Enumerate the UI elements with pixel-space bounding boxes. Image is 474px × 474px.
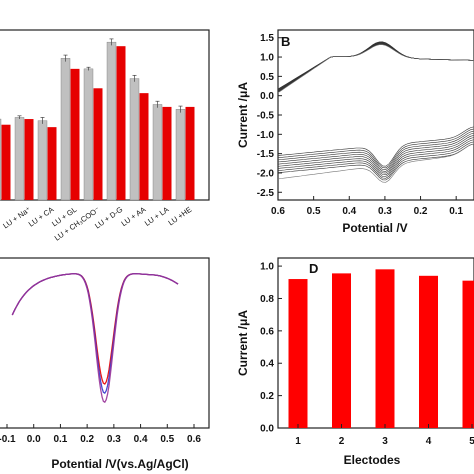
bar-a-0-1	[1, 124, 11, 200]
tick-label-d-x-4: 5	[469, 436, 474, 447]
bar-a-8-0	[175, 109, 186, 201]
tick-label-b-y-1: 1.0	[260, 53, 274, 64]
panel-b-ylabel: Current /μA	[236, 82, 250, 148]
bar-a-7-1	[162, 106, 172, 200]
category-label-a-6: LU + AA	[119, 205, 147, 228]
panel-d: D 0.0 0.2 0.4 0.6 0.8 1.0 1 2 3 4 5 Current /μA E…	[236, 257, 474, 467]
tick-label-c-x-1: 0.0	[27, 434, 41, 445]
cv-cycle-8	[277, 44, 474, 181]
tick-label-c-x-4: 0.3	[107, 434, 121, 445]
cv-cycle-4	[277, 42, 474, 174]
tick-label-b-y-3: 0.0	[260, 91, 274, 102]
tick-label-b-y-2: 0.5	[260, 72, 274, 83]
category-label-a-7: LU + LA	[143, 205, 171, 228]
bar-a-2-1	[47, 127, 57, 200]
bar-d-0	[288, 279, 308, 428]
bar-a-8-1	[185, 106, 195, 200]
category-label-a-2: LU + CA	[27, 205, 56, 229]
bar-a-7-0	[152, 104, 163, 201]
bar-d-3	[419, 275, 438, 428]
tick-label-d-y-0: 0.0	[260, 424, 274, 435]
panel-d-xlabel: Electodes	[344, 453, 401, 467]
tick-label-b-x-2: 0.4	[342, 206, 356, 217]
tick-label-c-x-0: -0.1	[0, 434, 16, 445]
tick-label-d-y-4: 0.8	[260, 294, 274, 305]
tick-label-b-x-1: 0.5	[307, 206, 321, 217]
panel-c-xlabel: Potential /V(vs.Ag/AgCl)	[51, 457, 188, 471]
tick-label-b-y-6: -1.5	[257, 149, 275, 160]
tick-label-b-x-5: 0.1	[449, 206, 463, 217]
panel-c: -0.1 0.0 0.1 0.2 0.3 0.4 0.5 0.6 Potential /V(v…	[0, 257, 210, 471]
tick-label-b-x-0: 0.6	[271, 206, 285, 217]
cv-cycle-2	[277, 42, 474, 170]
bar-a-0-0	[0, 118, 2, 201]
category-label-a-8: LU +HE	[166, 205, 193, 228]
bar-a-1-0	[14, 117, 25, 201]
tick-label-b-y-7: -2.0	[257, 168, 275, 179]
panel-b-xlabel: Potential /V	[342, 221, 407, 235]
tick-label-b-y-0: 1.5	[260, 33, 274, 44]
tick-label-b-x-4: 0.2	[414, 206, 428, 217]
bar-a-1-1	[24, 119, 34, 200]
panel-d-label: D	[309, 261, 318, 276]
tick-label-d-y-5: 1.0	[260, 262, 274, 273]
cv-cycle-7	[277, 43, 474, 179]
tick-label-d-y-3: 0.6	[260, 326, 274, 337]
panel-b-frame	[277, 29, 474, 201]
tick-label-c-x-3: 0.2	[80, 434, 94, 445]
cv-cycle-1	[277, 41, 474, 169]
bar-a-3-1	[70, 68, 80, 200]
dpv-curve-1	[11, 273, 179, 394]
bar-a-4-1	[93, 88, 103, 200]
panel-c-frame	[0, 257, 210, 429]
tick-label-c-x-5: 0.4	[134, 434, 148, 445]
bar-d-4	[462, 280, 474, 428]
tick-label-d-x-1: 2	[339, 436, 345, 447]
category-label-a-1: LU + Na⁺	[1, 205, 32, 231]
tick-label-b-y-8: -2.5	[257, 188, 275, 199]
tick-label-b-x-3: 0.3	[378, 206, 392, 217]
tick-label-d-y-2: 0.4	[260, 359, 274, 370]
tick-label-d-x-0: 1	[295, 436, 301, 447]
bar-d-2	[375, 269, 395, 428]
dpv-curve-0	[11, 273, 179, 385]
bar-a-5-1	[116, 46, 126, 200]
dpv-curve-2	[11, 273, 179, 404]
tick-label-d-x-2: 3	[382, 436, 388, 447]
tick-label-b-y-5: -1.0	[257, 130, 275, 141]
bar-a-6-1	[139, 93, 149, 200]
cv-cycle-9	[277, 44, 474, 183]
bar-a-5-0	[106, 41, 117, 201]
tick-label-c-x-2: 0.1	[53, 434, 67, 445]
panel-d-ylabel: Current /μA	[236, 310, 250, 376]
bar-a-2-0	[37, 120, 48, 201]
tick-label-c-x-7: 0.6	[187, 434, 201, 445]
tick-label-b-y-4: -0.5	[257, 111, 275, 122]
bar-a-6-0	[129, 78, 140, 201]
bar-d-1	[332, 273, 351, 428]
bar-a-3-0	[60, 58, 71, 201]
tick-label-c-x-6: 0.5	[160, 434, 174, 445]
tick-label-d-y-1: 0.2	[260, 391, 274, 402]
tick-label-d-x-3: 4	[426, 436, 432, 447]
panel-b-label: B	[281, 34, 290, 49]
panel-a-frame	[0, 29, 210, 201]
bar-a-4-0	[83, 68, 94, 201]
panel-b: B 1.5 1.0 0.5 0.0 -0.5 -1.0 -1.5 -2.0 -2.5 0.6 0.…	[236, 29, 474, 235]
